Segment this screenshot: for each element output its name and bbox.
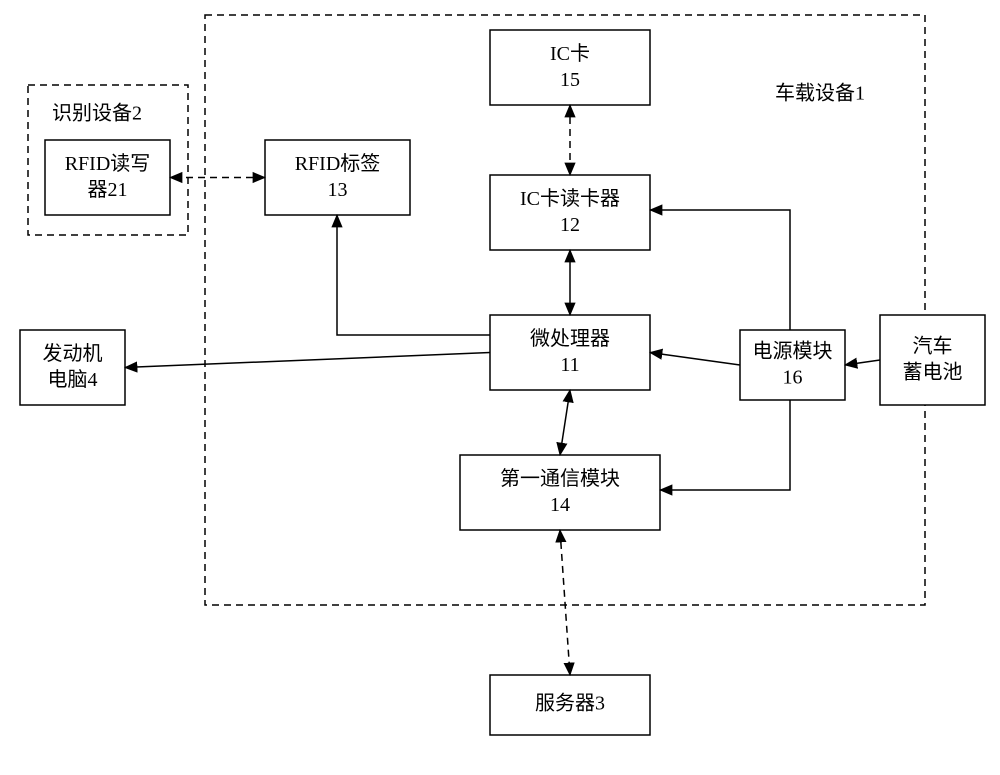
- box-rfid_rw: [45, 140, 170, 215]
- box-comm: [460, 455, 660, 530]
- box-ic_card: [490, 30, 650, 105]
- box-power-line1: 电源模块: [753, 340, 833, 363]
- box-ic_reader-line2: 12: [560, 214, 580, 236]
- box-engine-line1: 发动机: [43, 342, 103, 365]
- elbow-power-to-comm: [660, 400, 790, 490]
- box-rfid_tag-line1: RFID标签: [295, 152, 381, 175]
- box-comm-line2: 14: [550, 494, 570, 516]
- box-mcu: [490, 315, 650, 390]
- container-recognize-label: 识别设备2: [52, 102, 142, 125]
- box-rfid_tag: [265, 140, 410, 215]
- box-power-line2: 16: [783, 367, 803, 389]
- box-ic_card-line2: 15: [560, 69, 580, 91]
- elbow-mcu-to-rfid_tag: [337, 215, 490, 335]
- box-ic_reader-line1: IC卡读卡器: [520, 187, 620, 210]
- edge-battery-power: [845, 360, 880, 365]
- edge-mcu-comm: [560, 390, 570, 455]
- box-engine-line2: 电脑4: [48, 368, 98, 391]
- box-mcu-line1: 微处理器: [530, 327, 610, 350]
- box-engine: [20, 330, 125, 405]
- box-ic_reader: [490, 175, 650, 250]
- box-battery-line2: 蓄电池: [903, 361, 963, 384]
- box-battery-line1: 汽车: [913, 335, 953, 358]
- edge-comm-server: [560, 530, 570, 675]
- box-comm-line1: 第一通信模块: [500, 467, 620, 490]
- box-server-line1: 服务器3: [535, 692, 605, 715]
- box-rfid_rw-line2: 器21: [88, 179, 128, 201]
- box-mcu-line2: 11: [560, 354, 579, 376]
- edge-mcu-engine: [125, 353, 490, 368]
- box-rfid_rw-line1: RFID读写: [65, 152, 151, 175]
- system-block-diagram: 车载设备1 识别设备2 IC卡 15 RFID读写器21 RFID标签 13 IC卡读卡器 12…: [0, 0, 1000, 775]
- box-rfid_tag-line2: 13: [328, 179, 348, 201]
- box-battery: [880, 315, 985, 405]
- elbow-power-to-ic_reader: [650, 210, 790, 330]
- box-ic_card-line1: IC卡: [550, 42, 590, 65]
- edge-power-mcu: [650, 353, 740, 366]
- container-onboard-label: 车载设备1: [775, 82, 865, 105]
